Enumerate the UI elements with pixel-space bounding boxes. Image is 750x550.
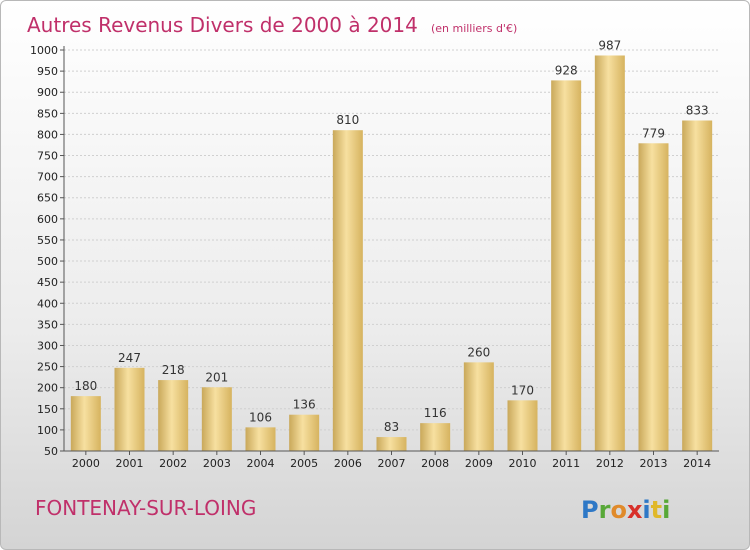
y-tick-label: 450 <box>37 276 58 289</box>
x-tick-label: 2009 <box>465 457 493 470</box>
x-tick-label: 2004 <box>247 457 275 470</box>
bar <box>158 380 189 451</box>
y-tick-label: 350 <box>37 318 58 331</box>
y-tick-label: 650 <box>37 192 58 205</box>
y-tick-label: 400 <box>37 297 58 310</box>
bar-value-label: 810 <box>336 113 359 127</box>
chart-title: Autres Revenus Divers de 2000 à 2014 (en… <box>27 13 517 37</box>
y-tick-label: 250 <box>37 361 58 374</box>
x-tick-label: 2002 <box>159 457 187 470</box>
y-tick-label: 800 <box>37 128 58 141</box>
y-tick-label: 600 <box>37 213 58 226</box>
x-tick-label: 2010 <box>509 457 537 470</box>
bar <box>245 427 276 451</box>
bar-value-label: 180 <box>74 379 97 393</box>
y-tick-label: 100 <box>37 424 58 437</box>
bar <box>114 367 145 451</box>
bar <box>463 362 494 451</box>
bar <box>638 143 669 451</box>
x-tick-label: 2013 <box>640 457 668 470</box>
bar-value-label: 987 <box>598 38 621 52</box>
y-tick-label: 150 <box>37 403 58 416</box>
bar-value-label: 116 <box>424 406 447 420</box>
y-tick-label: 850 <box>37 107 58 120</box>
x-tick-label: 2007 <box>378 457 406 470</box>
x-tick-label: 2006 <box>334 457 362 470</box>
bar-value-label: 928 <box>555 63 578 77</box>
bar <box>201 387 232 451</box>
place-name: FONTENAY-SUR-LOING <box>35 496 256 520</box>
y-tick-label: 1000 <box>30 44 58 57</box>
bar <box>507 400 538 451</box>
x-tick-label: 2000 <box>72 457 100 470</box>
y-tick-label: 950 <box>37 65 58 78</box>
x-tick-label: 2012 <box>596 457 624 470</box>
bar <box>682 120 713 451</box>
x-tick-label: 2014 <box>683 457 711 470</box>
y-tick-label: 200 <box>37 382 58 395</box>
bars: 180 247 218 201 106 136 810 83 116 260 170 928 987 77… <box>70 38 713 452</box>
bar-value-label: 218 <box>162 363 185 377</box>
bar-value-label: 260 <box>467 345 490 359</box>
chart-title-main: Autres Revenus Divers de 2000 à 2014 <box>27 13 418 37</box>
bar <box>289 414 320 451</box>
chart-title-unit: (en milliers d'€) <box>431 22 517 35</box>
y-tick-label: 550 <box>37 234 58 247</box>
bar <box>594 55 625 452</box>
bar-value-label: 136 <box>293 398 316 412</box>
x-tick-label: 2005 <box>290 457 318 470</box>
bar-value-label: 833 <box>686 103 709 117</box>
bar-value-label: 247 <box>118 351 141 365</box>
y-tick-label: 300 <box>37 339 58 352</box>
axes: 50 100 150 200 250 300 350 400 450 500 550 600 650 70… <box>30 44 719 470</box>
bar <box>376 437 407 451</box>
bar <box>332 130 363 451</box>
y-tick-label: 50 <box>44 445 58 458</box>
bar <box>70 396 101 451</box>
bar <box>420 423 451 451</box>
bar-value-label: 201 <box>205 370 228 384</box>
bar-value-label: 779 <box>642 126 665 140</box>
brand-logo: Proxiti <box>581 496 670 524</box>
y-tick-label: 900 <box>37 86 58 99</box>
x-tick-label: 2011 <box>552 457 580 470</box>
x-tick-label: 2008 <box>421 457 449 470</box>
y-tick-label: 700 <box>37 171 58 184</box>
bar <box>551 80 582 452</box>
bar-value-label: 83 <box>384 420 399 434</box>
bar-value-label: 106 <box>249 410 272 424</box>
x-tick-label: 2003 <box>203 457 231 470</box>
bar-value-label: 170 <box>511 383 534 397</box>
x-tick-label: 2001 <box>116 457 144 470</box>
y-tick-label: 500 <box>37 255 58 268</box>
y-tick-label: 750 <box>37 150 58 163</box>
